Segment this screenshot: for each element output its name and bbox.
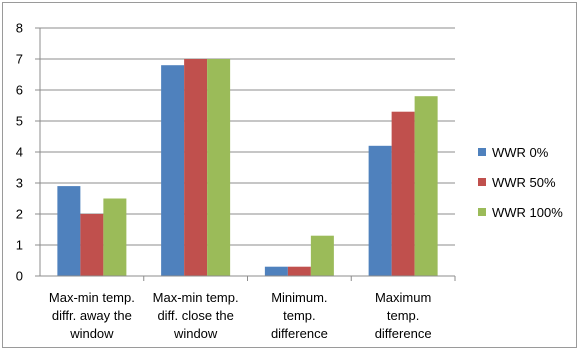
legend-label: WWR 50% — [492, 175, 556, 190]
bar-1-4 — [368, 145, 392, 276]
category-label: temp. — [387, 308, 420, 323]
y-tick-label: 5 — [16, 114, 23, 129]
bar-3-1 — [103, 198, 127, 276]
bar-3-2 — [207, 59, 231, 276]
y-tick-label: 0 — [16, 269, 23, 284]
category-label: diffr. away the — [52, 308, 132, 323]
chart-frame — [2, 2, 577, 348]
category-label: Maximum — [375, 290, 431, 305]
bar-1-3 — [264, 266, 288, 276]
y-tick-label: 8 — [16, 21, 23, 36]
legend-label: WWR 0% — [492, 145, 549, 160]
bar-1-1 — [57, 186, 81, 276]
y-tick-label: 2 — [16, 207, 23, 222]
bar-2-2 — [184, 59, 208, 276]
category-label: window — [173, 326, 218, 341]
category-label: difference — [375, 326, 432, 341]
legend-label: WWR 100% — [492, 205, 563, 220]
legend-swatch — [478, 208, 486, 216]
bars — [57, 59, 438, 276]
category-label: temp. — [283, 308, 316, 323]
category-label: difference — [271, 326, 328, 341]
bar-3-3 — [310, 235, 334, 276]
y-tick-label: 4 — [16, 145, 23, 160]
category-label: diff. close the — [157, 308, 233, 323]
y-tick-label: 1 — [16, 238, 23, 253]
bar-2-4 — [391, 111, 415, 276]
category-label: Max-min temp. — [153, 290, 239, 305]
y-tick-label: 3 — [16, 176, 23, 191]
bar-3-4 — [414, 96, 438, 276]
y-tick-label: 7 — [16, 52, 23, 67]
category-label: Minimum. — [271, 290, 327, 305]
bar-2-3 — [287, 266, 311, 276]
category-label: Max-min temp. — [49, 290, 135, 305]
x-category-labels: Max-min temp. diffr. away the window Max-mi… — [49, 290, 432, 341]
bar-2-1 — [80, 214, 104, 276]
legend-swatch — [478, 148, 486, 156]
category-label: window — [69, 326, 114, 341]
legend-swatch — [478, 178, 486, 186]
y-tick-labels: 0 1 2 3 4 5 6 7 8 — [16, 21, 23, 284]
y-tick-label: 6 — [16, 83, 23, 98]
axes — [35, 27, 456, 281]
bar-1-2 — [161, 65, 185, 276]
legend: WWR 0% WWR 50% WWR 100% — [478, 145, 563, 220]
